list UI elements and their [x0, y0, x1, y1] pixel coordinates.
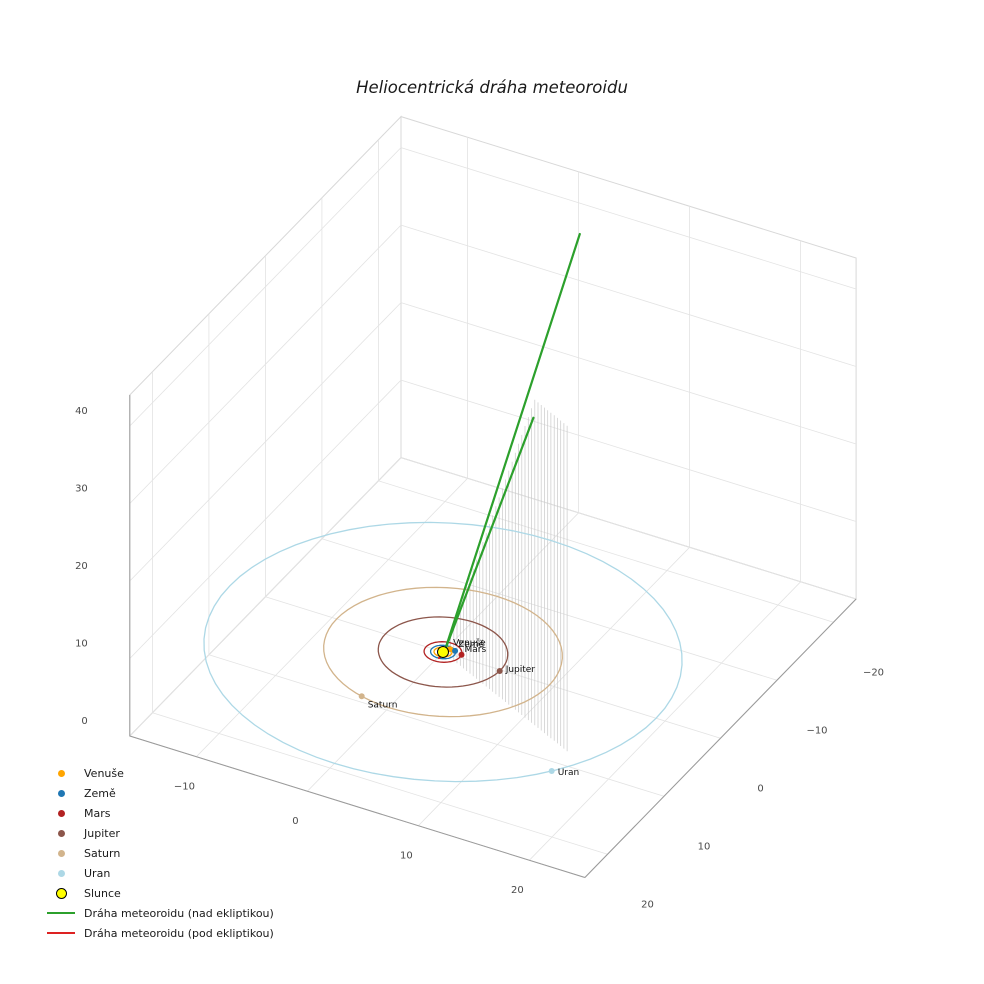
legend-marker-dot: [46, 869, 76, 877]
tick-labels: −10 0 10 20 −20 −10 0 10 20 0 10 20 30 40: [75, 406, 884, 910]
legend-dot-icon: [57, 769, 65, 777]
legend-marker-dot: [46, 887, 76, 899]
orbit-saturn: [323, 586, 563, 718]
legend-dot-icon: [57, 789, 65, 797]
legend-label: Dráha meteoroidu (nad ekliptikou): [84, 906, 274, 920]
orbit-jupiter: [377, 616, 509, 688]
z-tick-label: 10: [75, 639, 88, 650]
legend-label: Saturn: [84, 846, 121, 860]
legend-dot-icon: [57, 849, 65, 857]
x-tick-label: 20: [511, 885, 524, 896]
legend-item-uran: Uran: [46, 863, 274, 883]
legend-label: Uran: [84, 866, 111, 880]
legend-dot-icon: [57, 809, 65, 817]
y-tick-label: −10: [806, 725, 827, 736]
legend-label: Slunce: [84, 886, 121, 900]
chart-title: Heliocentrická dráha meteoroidu: [356, 78, 628, 97]
x-tick-label: 0: [292, 816, 298, 827]
legend-item-draha-meteoroidu-(nad-ekliptikou): Dráha meteoroidu (nad ekliptikou): [46, 903, 274, 923]
pane-back-wall: [400, 115, 857, 600]
sun-marker: [437, 646, 449, 658]
legend-line-icon: [47, 911, 75, 915]
legend-label: Mars: [84, 806, 111, 820]
planet-marker-zeme: [452, 647, 459, 654]
legend-item-jupiter: Jupiter: [46, 823, 274, 843]
orbit-uran: [203, 521, 683, 783]
z-tick-label: 40: [75, 406, 88, 417]
legend-label: Země: [84, 786, 116, 800]
planet-label-jupiter: Jupiter: [505, 665, 536, 675]
legend-marker-dot: [46, 849, 76, 857]
legend-item-mars: Mars: [46, 803, 274, 823]
legend-item-zeme: Země: [46, 783, 274, 803]
y-axis-line: [584, 598, 857, 878]
planet-marker-jupiter: [496, 668, 503, 674]
legend-marker-dot: [46, 829, 76, 837]
x-tick-label: −10: [174, 782, 195, 793]
legend-marker-dot: [46, 809, 76, 817]
meteoroid-path-above: [443, 232, 581, 652]
planet-label-uran: Uran: [558, 768, 580, 778]
z-tick-label: 20: [75, 561, 88, 572]
planet-marker-saturn: [358, 693, 365, 700]
legend-dot-icon: [57, 829, 65, 837]
x-tick-label: 10: [400, 851, 413, 862]
legend-dot-icon: [57, 869, 65, 877]
legend-item-venuse: Venuše: [46, 763, 274, 783]
legend-item-slunce: Slunce: [46, 883, 274, 903]
y-tick-label: 20: [641, 899, 654, 910]
y-tick-label: 10: [698, 841, 711, 852]
x-axis-line: [129, 735, 586, 878]
legend-item-draha-meteoroidu-(pod-ekliptikou): Dráha meteoroidu (pod ekliptikou): [46, 923, 274, 943]
grid: [129, 137, 857, 861]
legend: Venuše Země Mars Jupiter Saturn Uran Slunce Drá…: [46, 763, 274, 943]
planet-label-mars: Mars: [465, 645, 487, 655]
legend-dot-icon: [55, 887, 67, 899]
legend-label: Jupiter: [84, 826, 120, 840]
planet-marker-mars: [458, 651, 465, 658]
legend-line-sample: [46, 931, 76, 935]
orbit-mars: [423, 641, 463, 663]
legend-marker-dot: [46, 789, 76, 797]
orbits: [203, 521, 683, 783]
planet-label-saturn: Saturn: [368, 700, 398, 710]
axis-lines: [129, 395, 857, 878]
planet-marker-uran: [548, 768, 555, 774]
planet-label-venuse: Venuše: [453, 637, 486, 648]
y-tick-label: 0: [757, 783, 763, 794]
planet-label-zeme: Země: [458, 640, 484, 650]
legend-line-icon: [47, 931, 75, 935]
legend-item-saturn: Saturn: [46, 843, 274, 863]
y-tick-label: −20: [863, 667, 884, 678]
legend-line-sample: [46, 911, 76, 915]
z-tick-label: 0: [81, 716, 87, 727]
trajectory-stems: [446, 399, 568, 752]
legend-label: Venuše: [84, 766, 124, 780]
legend-marker-dot: [46, 769, 76, 777]
legend-label: Dráha meteoroidu (pod ekliptikou): [84, 926, 274, 940]
z-tick-label: 30: [75, 484, 88, 495]
